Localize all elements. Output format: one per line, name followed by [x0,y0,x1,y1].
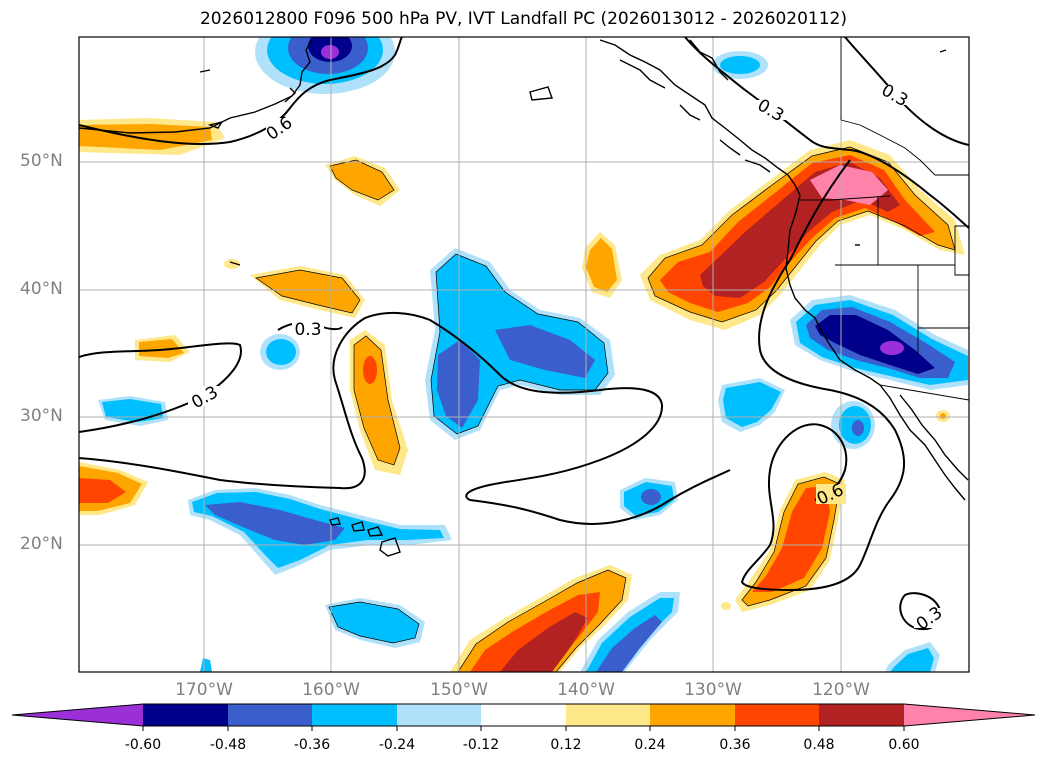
lon-label-170w: 170°W [175,680,233,700]
colorbar-tick-label: 0.60 [888,737,920,753]
map-content: 0.6 0.3 0.3 0.3 0.3 0.6 0.3 [79,37,969,672]
lat-label-20n: 20°N [20,534,63,554]
lon-label-120w: 120°W [812,680,870,700]
lon-label-140w: 140°W [557,680,615,700]
colorbar-tick-label: -0.12 [462,737,500,753]
lat-label-40n: 40°N [20,279,63,299]
lon-label-160w: 160°W [302,680,360,700]
colorbar-extend-high [904,704,1035,726]
contour-label-3: 0.3 [294,320,321,340]
map-frame [78,36,970,673]
map-title: 2026012800 F096 500 hPa PV, IVT Landfall… [199,9,847,29]
colorbar-extend-low [12,704,143,726]
colorbar-tick-label: 0.48 [803,737,835,753]
lat-label-30n: 30°N [20,406,63,426]
colorbar-tick-label: 0.24 [634,737,666,753]
colorbar-tick-label: -0.48 [209,737,247,753]
colorbar [11,703,1036,731]
lat-label-50n: 50°N [20,151,63,171]
lon-label-130w: 130°W [684,680,742,700]
colorbar-tick-label: 0.12 [550,737,582,753]
lon-label-150w: 150°W [430,680,488,700]
colorbar-tick-label: -0.24 [378,737,416,753]
coastlines [79,39,969,557]
colorbar-tick-label: -0.36 [293,737,331,753]
colorbar-tick-label: -0.60 [124,737,162,753]
borders [800,37,969,401]
colorbar-tick-label: 0.36 [719,737,751,753]
gridlines [79,37,969,672]
